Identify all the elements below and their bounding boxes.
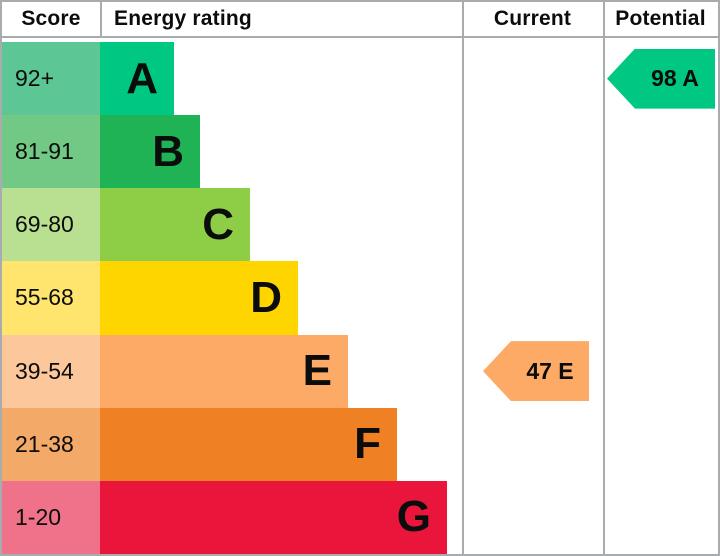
score-range-label: 69-80 <box>15 211 74 238</box>
rating-letter: D <box>250 272 282 322</box>
potential-column: 98 A <box>605 2 718 554</box>
score-range-label: 55-68 <box>15 284 74 311</box>
rating-bands: 92+ A 81-91 B 69-80 C 55-68 <box>2 42 462 554</box>
score-range-label: 1-20 <box>15 503 62 530</box>
rating-bar: B <box>100 115 200 189</box>
rating-letter: G <box>396 492 431 542</box>
score-range-label: 92+ <box>15 65 55 92</box>
rating-bar: C <box>100 188 250 262</box>
rating-letter: C <box>202 199 234 249</box>
header-energy-rating: Energy rating <box>114 7 252 30</box>
score-cell: 21-38 <box>2 407 100 481</box>
rating-bar: F <box>100 407 397 481</box>
score-cell: 55-68 <box>2 261 100 335</box>
rating-bar: D <box>100 261 298 335</box>
current-rating-label: 47 E <box>526 357 574 384</box>
rating-letter: F <box>354 419 381 469</box>
header-score: Score <box>21 7 81 30</box>
score-cell: 69-80 <box>2 188 100 262</box>
current-column-divider <box>462 2 464 554</box>
header-divider-line <box>2 36 718 38</box>
rating-band-row: 39-54 E <box>2 334 462 408</box>
rating-letter: B <box>152 126 184 176</box>
score-range-label: 21-38 <box>15 430 74 457</box>
rating-band-row: 55-68 D <box>2 261 462 335</box>
header-potential: Potential <box>615 7 706 30</box>
potential-rating-label: 98 A <box>651 65 699 92</box>
rating-bar: E <box>100 334 348 408</box>
score-range-label: 39-54 <box>15 357 74 384</box>
score-cell: 81-91 <box>2 115 100 189</box>
rating-letter: A <box>126 53 158 103</box>
potential-rating-arrow: 98 A <box>607 48 715 109</box>
rating-band-row: 1-20 G <box>2 480 462 554</box>
header-current: Current <box>493 7 572 30</box>
current-column: 47 E <box>464 2 603 554</box>
score-cell: 39-54 <box>2 334 100 408</box>
rating-bar: A <box>100 42 174 116</box>
current-rating-arrow: 47 E <box>483 341 589 402</box>
score-column-divider <box>100 2 102 36</box>
rating-band-row: 81-91 B <box>2 115 462 189</box>
rating-band-row: 92+ A <box>2 42 462 116</box>
rating-letter: E <box>302 346 332 396</box>
potential-column-divider <box>603 2 605 554</box>
score-cell: 1-20 <box>2 480 100 554</box>
score-cell: 92+ <box>2 42 100 116</box>
score-range-label: 81-91 <box>15 138 74 165</box>
rating-band-row: 21-38 F <box>2 407 462 481</box>
rating-bar: G <box>100 480 447 554</box>
rating-band-row: 69-80 C <box>2 188 462 262</box>
